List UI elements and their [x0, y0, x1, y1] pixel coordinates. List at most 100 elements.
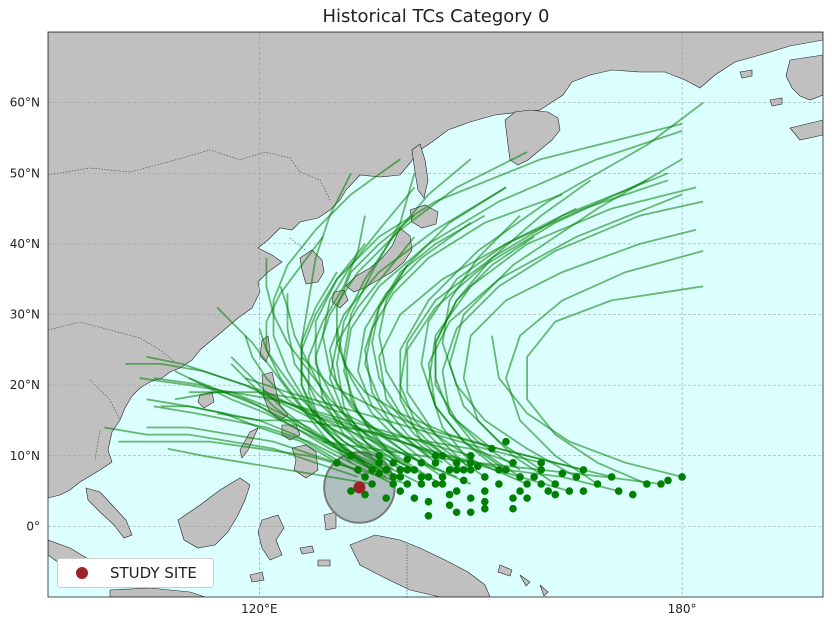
genesis-point-9: [466, 466, 475, 474]
cyclone-track-59: [146, 356, 457, 478]
genesis-point-0: [382, 466, 390, 474]
genesis-point-11: [361, 473, 369, 481]
islet-6: [249, 571, 265, 583]
genesis-point-3: [375, 469, 383, 478]
alaska-coast: [785, 54, 823, 101]
genesis-point-8: [452, 459, 461, 467]
genesis-point-64: [445, 490, 454, 499]
cyclone-track-29: [139, 377, 352, 457]
islet-5: [539, 584, 549, 597]
cyclone-track-24: [441, 200, 704, 478]
genesis-point-75: [375, 451, 383, 460]
genesis-point-14: [481, 473, 489, 481]
cyclone-track-35: [146, 426, 359, 471]
genesis-point-69: [417, 473, 426, 481]
lon-tick-label: 180°: [668, 602, 697, 616]
genesis-point-19: [452, 466, 461, 474]
borneo: [177, 477, 251, 549]
genesis-point-73: [389, 459, 398, 467]
genesis-point-45: [495, 466, 503, 474]
asia-mainland: [48, 32, 823, 499]
genesis-point-67: [558, 469, 567, 478]
page-title: Historical TCs Category 0: [322, 6, 550, 27]
genesis-point-15: [502, 466, 510, 474]
genesis-point-38: [417, 480, 426, 488]
cyclone-track-27: [526, 285, 704, 485]
border-korea: [289, 237, 306, 251]
genesis-point-4: [389, 473, 398, 481]
genesis-point-34: [403, 480, 412, 488]
genesis-point-72: [473, 462, 482, 471]
border-china-south: [48, 321, 176, 363]
genesis-point-50: [445, 501, 454, 509]
genesis-point-24: [593, 480, 602, 488]
genesis-point-23: [551, 480, 560, 488]
genesis-point-18: [424, 473, 433, 481]
genesis-point-39: [509, 459, 517, 467]
border-indochina: [89, 379, 121, 461]
cyclone-track-32: [245, 377, 542, 464]
genesis-point-79: [530, 473, 538, 481]
genesis-point-13: [417, 459, 426, 467]
cyclone-track-25: [462, 228, 697, 485]
cyclone-track-38: [160, 405, 338, 464]
genesis-point-17: [396, 466, 405, 474]
malay-peninsula: [85, 487, 133, 539]
genesis-point-27: [347, 451, 355, 460]
lat-tick-label: 0°: [26, 519, 40, 533]
genesis-point-70: [459, 476, 468, 485]
java: [109, 587, 206, 597]
genesis-point-25: [643, 480, 651, 488]
genesis-point-56: [628, 490, 637, 499]
islet-1: [299, 545, 315, 555]
genesis-point-53: [509, 494, 517, 502]
halmahera: [323, 511, 337, 531]
genesis-point-37: [438, 480, 447, 488]
lat-tick-label: 30°N: [10, 308, 40, 322]
cyclone-track-20: [342, 130, 683, 478]
genesis-point-62: [347, 487, 355, 495]
genesis-point-43: [488, 444, 496, 453]
genesis-point-30: [537, 459, 545, 467]
cyclone-track-28: [491, 335, 683, 478]
islet-8: [769, 97, 783, 107]
new-guinea: [349, 534, 491, 597]
study-site-marker: [353, 481, 366, 494]
lat-tick-label: 60°N: [10, 96, 40, 110]
cyclone-track-65: [335, 214, 437, 471]
genesis-point-16: [537, 466, 545, 474]
genesis-point-85: [481, 504, 489, 513]
legend-label: STUDY SITE: [110, 564, 197, 582]
genesis-point-80: [544, 487, 553, 495]
cyclone-track-39: [300, 271, 443, 485]
genesis-point-35: [368, 480, 376, 488]
genesis-point-10: [438, 473, 447, 481]
sakhalin: [411, 143, 429, 199]
cyclone-track-48: [300, 172, 380, 471]
genesis-point-49: [481, 497, 489, 506]
cyclone-track-26: [505, 250, 704, 485]
cyclone-track-57: [420, 179, 669, 471]
genesis-point-83: [424, 497, 433, 506]
genesis-point-78: [495, 480, 503, 488]
genesis-point-7: [431, 459, 440, 467]
genesis-point-74: [403, 455, 412, 464]
genesis-point-77: [452, 487, 461, 495]
genesis-point-36: [333, 459, 341, 467]
genesis-point-61: [361, 490, 369, 499]
genesis-points: [333, 437, 686, 520]
genesis-point-41: [614, 487, 623, 495]
genesis-point-33: [354, 466, 362, 474]
legend-box: STUDY SITE: [57, 558, 214, 588]
islet-4: [519, 574, 531, 587]
cyclone-track-52: [216, 306, 352, 464]
genesis-point-5: [403, 466, 412, 474]
cyclone-track-62: [371, 214, 486, 471]
cyclone-track-64: [265, 258, 394, 457]
genesis-point-86: [509, 504, 517, 513]
cyclone-tracks: [104, 101, 704, 492]
cyclone-track-23: [427, 186, 697, 464]
genesis-point-60: [382, 494, 390, 502]
genesis-point-12: [389, 480, 398, 488]
genesis-point-52: [466, 508, 475, 517]
